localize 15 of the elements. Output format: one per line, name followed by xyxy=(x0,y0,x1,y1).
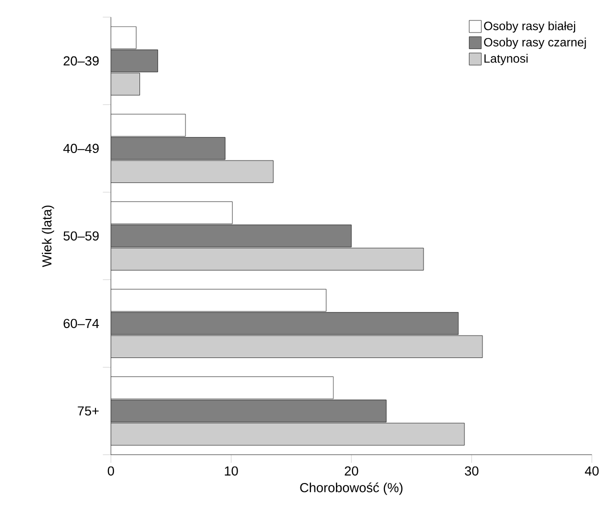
y-tick-label: 20–39 xyxy=(64,56,99,66)
x-tick-label: 40 xyxy=(584,466,599,476)
legend-label: Osoby rasy czarnej xyxy=(484,37,586,49)
y-tick-label: 75+ xyxy=(78,406,99,416)
legend-label: Osoby rasy białej xyxy=(484,21,576,32)
y-axis-title: Wiek (lata) xyxy=(42,205,54,267)
y-tick-label: 60–74 xyxy=(64,318,99,328)
x-tick-label: 30 xyxy=(464,466,478,476)
x-axis-title: Chorobowość (%) xyxy=(300,482,402,495)
x-tick-label: 0 xyxy=(108,466,114,476)
x-tick-label: 20 xyxy=(344,466,358,476)
x-tick-label: 10 xyxy=(224,466,238,476)
legend-label: Latynosi xyxy=(484,54,528,65)
y-tick-label: 40–49 xyxy=(63,144,99,153)
y-tick-label: 50–59 xyxy=(64,231,99,240)
